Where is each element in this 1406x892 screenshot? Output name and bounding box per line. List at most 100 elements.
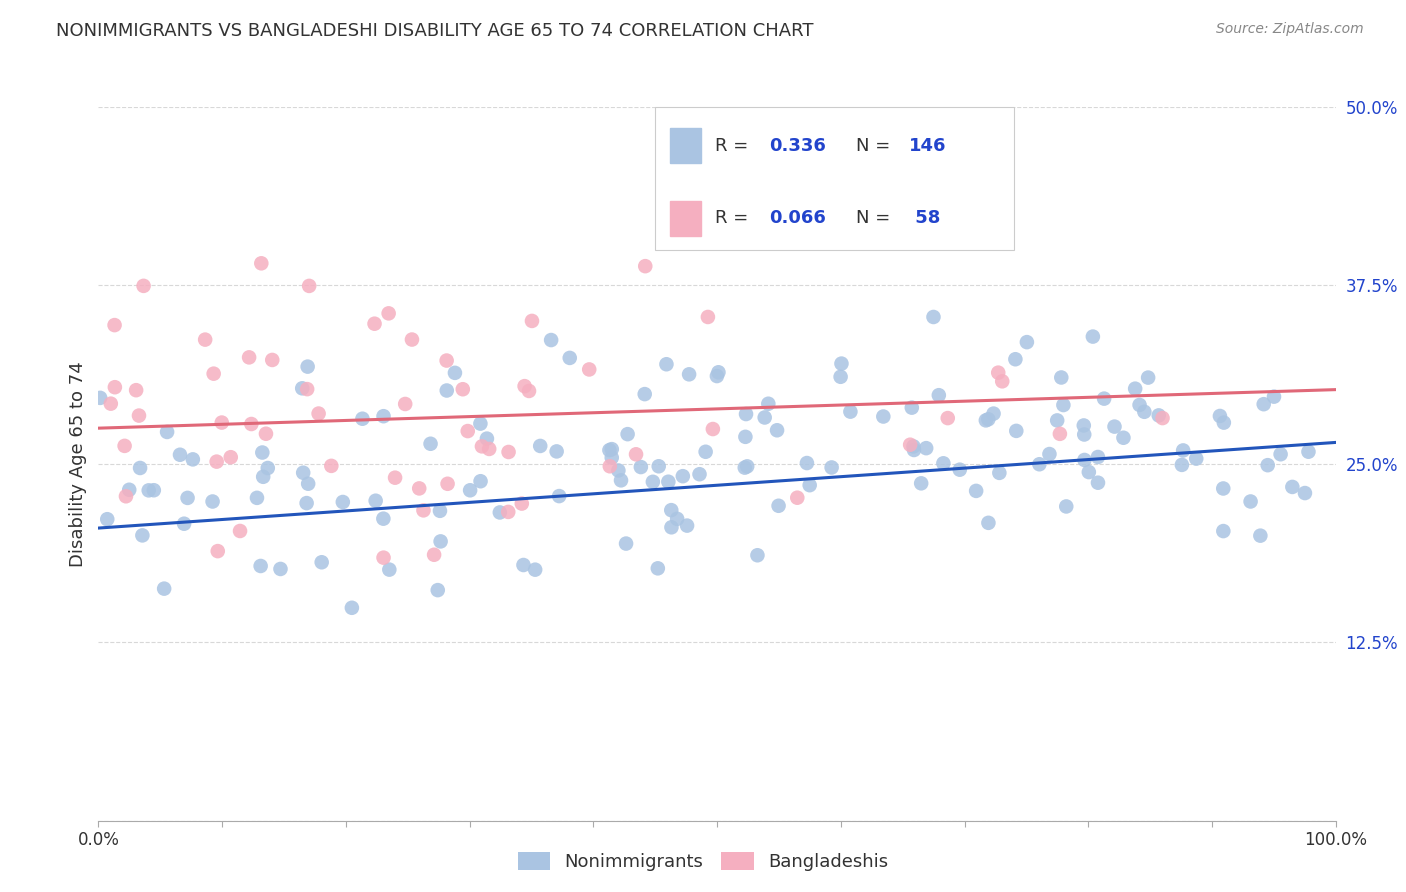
Point — [548, 489, 571, 503]
Point — [546, 444, 568, 458]
Point — [666, 512, 689, 526]
Point — [246, 491, 269, 505]
Point — [932, 456, 955, 470]
Point — [655, 357, 678, 371]
Point — [332, 495, 354, 509]
Point — [238, 351, 260, 365]
Point — [647, 561, 669, 575]
Point — [988, 466, 1011, 480]
Point — [600, 450, 623, 465]
Point — [488, 505, 510, 519]
Point — [672, 469, 695, 483]
Point — [702, 422, 724, 436]
Point — [194, 333, 217, 347]
Point — [1147, 409, 1170, 423]
Point — [125, 383, 148, 397]
Point — [142, 483, 165, 498]
Point — [377, 306, 399, 320]
Point — [373, 511, 395, 525]
Point — [1050, 370, 1073, 384]
Point — [706, 369, 728, 384]
Point — [132, 278, 155, 293]
Point — [426, 583, 449, 598]
Point — [444, 366, 467, 380]
Point — [1212, 482, 1234, 496]
Point — [510, 497, 533, 511]
Point — [429, 504, 451, 518]
Point — [1281, 480, 1303, 494]
Point — [689, 467, 711, 482]
Point — [872, 409, 894, 424]
Point — [1004, 352, 1026, 367]
Point — [436, 476, 458, 491]
Point — [457, 424, 479, 438]
Point — [408, 482, 430, 496]
Point — [936, 411, 959, 425]
Point — [898, 438, 921, 452]
Point — [104, 380, 127, 394]
Point — [735, 407, 758, 421]
Point — [977, 516, 1000, 530]
Point — [578, 362, 600, 376]
Point — [1212, 524, 1234, 538]
Point — [1049, 426, 1071, 441]
Point — [614, 536, 637, 550]
Point — [373, 409, 395, 424]
Point — [991, 374, 1014, 388]
Point — [249, 559, 271, 574]
Point — [470, 474, 492, 488]
Point — [1077, 465, 1099, 479]
Point — [734, 430, 756, 444]
Point — [262, 353, 284, 368]
Point — [173, 516, 195, 531]
Point — [1171, 443, 1194, 458]
Text: N =: N = — [856, 210, 896, 227]
Point — [118, 483, 141, 497]
Point — [412, 503, 434, 517]
Point — [254, 426, 277, 441]
Point — [419, 436, 441, 450]
Point — [436, 384, 458, 398]
Point — [607, 463, 630, 477]
Point — [678, 368, 700, 382]
Point — [983, 407, 1005, 421]
Point — [1052, 398, 1074, 412]
Point — [1005, 424, 1028, 438]
Point — [201, 494, 224, 508]
Point — [401, 333, 423, 347]
Point — [394, 397, 416, 411]
Point — [820, 460, 842, 475]
Text: 146: 146 — [908, 136, 946, 154]
Point — [648, 459, 671, 474]
Point — [695, 444, 717, 458]
Point — [657, 475, 679, 489]
Point — [1249, 529, 1271, 543]
Point — [634, 387, 657, 401]
Point — [1092, 392, 1115, 406]
Point — [1133, 405, 1156, 419]
Point — [378, 563, 401, 577]
Point — [207, 544, 229, 558]
Bar — [671, 201, 702, 236]
Point — [1152, 411, 1174, 425]
Point — [599, 459, 621, 474]
Legend: Nonimmigrants, Bangladeshis: Nonimmigrants, Bangladeshis — [510, 845, 896, 879]
Point — [1112, 431, 1135, 445]
Point — [747, 548, 769, 562]
Point — [1270, 447, 1292, 461]
Point — [1046, 413, 1069, 427]
Text: 58: 58 — [908, 210, 941, 227]
Point — [513, 379, 536, 393]
Point — [734, 460, 756, 475]
Point — [1073, 453, 1095, 467]
Point — [540, 333, 562, 347]
Point — [520, 314, 543, 328]
Point — [977, 412, 1000, 426]
Point — [1073, 427, 1095, 442]
Point — [131, 528, 153, 542]
Point — [830, 357, 852, 371]
Bar — [655, 107, 1014, 250]
Point — [176, 491, 198, 505]
Point — [229, 524, 252, 538]
Point — [1171, 458, 1194, 472]
